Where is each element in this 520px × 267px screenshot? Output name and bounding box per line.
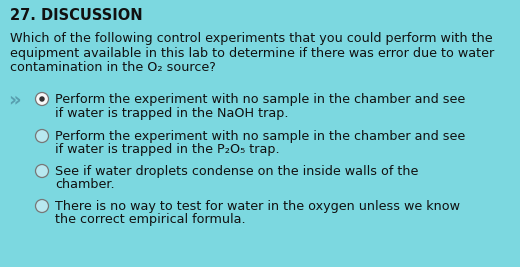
Text: if water is trapped in the P₂O₅ trap.: if water is trapped in the P₂O₅ trap. [55,143,280,156]
Circle shape [35,199,48,213]
Text: Perform the experiment with no sample in the chamber and see: Perform the experiment with no sample in… [55,93,465,106]
Text: chamber.: chamber. [55,179,114,191]
Circle shape [35,92,48,105]
Text: Which of the following control experiments that you could perform with the: Which of the following control experimen… [10,32,492,45]
Text: equipment available in this lab to determine if there was error due to water: equipment available in this lab to deter… [10,46,494,60]
Circle shape [40,96,45,102]
Circle shape [35,164,48,178]
Text: Perform the experiment with no sample in the chamber and see: Perform the experiment with no sample in… [55,130,465,143]
Text: See if water droplets condense on the inside walls of the: See if water droplets condense on the in… [55,165,419,178]
Text: the correct empirical formula.: the correct empirical formula. [55,214,245,226]
Text: contamination in the O₂ source?: contamination in the O₂ source? [10,61,216,74]
Text: 27. DISCUSSION: 27. DISCUSSION [10,8,142,23]
Circle shape [35,129,48,143]
Text: There is no way to test for water in the oxygen unless we know: There is no way to test for water in the… [55,200,460,213]
Text: »: » [8,91,21,109]
Text: if water is trapped in the NaOH trap.: if water is trapped in the NaOH trap. [55,107,289,120]
